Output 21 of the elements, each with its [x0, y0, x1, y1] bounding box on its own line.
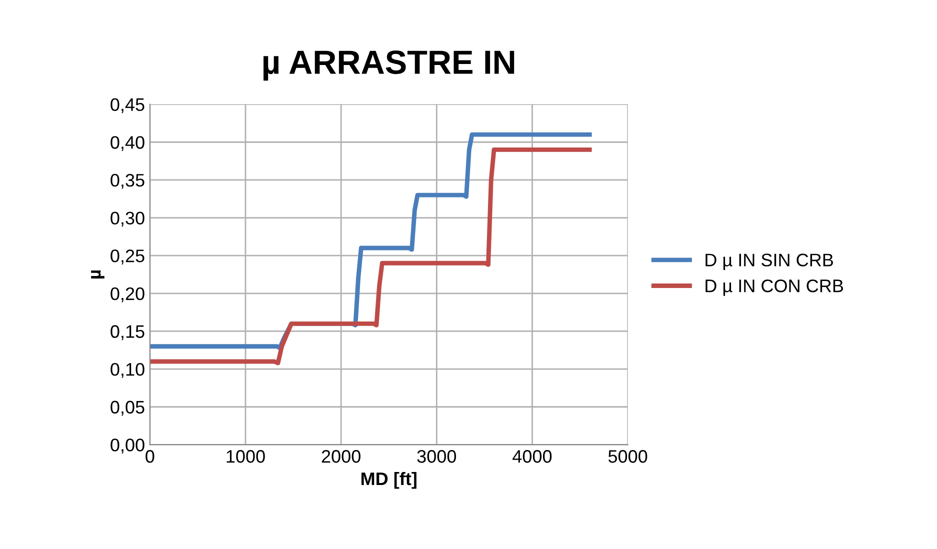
y-tick-label: 0,05 [110, 400, 144, 416]
x-tick-label: 5000 [608, 450, 648, 463]
y-tick-label: 0,35 [110, 174, 144, 189]
y-tick-label: 0,15 [110, 325, 144, 340]
legend-label: D µ IN SIN CRB [706, 254, 833, 270]
y-tick-label: 0,10 [110, 362, 144, 378]
y-tick-label: 0,30 [110, 212, 144, 227]
x-tick-label: 0 [146, 450, 154, 463]
y-tick-label: 0,40 [110, 136, 144, 151]
y-tick-label: 0,20 [110, 287, 144, 302]
y-tick-label: 0,25 [110, 250, 144, 264]
chart-title: µ ARRASTRE IN [264, 50, 514, 81]
y-tick-label: 0,00 [110, 438, 144, 454]
legend-label: D µ IN CON CRB [706, 279, 844, 296]
x-tick-label: 3000 [417, 450, 456, 463]
y-tick-label: 0,45 [110, 98, 144, 114]
x-tick-label: 1000 [226, 450, 265, 463]
y-axis-title: µ [91, 270, 104, 279]
x-tick-label: 4000 [512, 450, 552, 463]
x-axis-title: MD [ft] [361, 472, 416, 489]
x-tick-label: 2000 [322, 450, 360, 463]
